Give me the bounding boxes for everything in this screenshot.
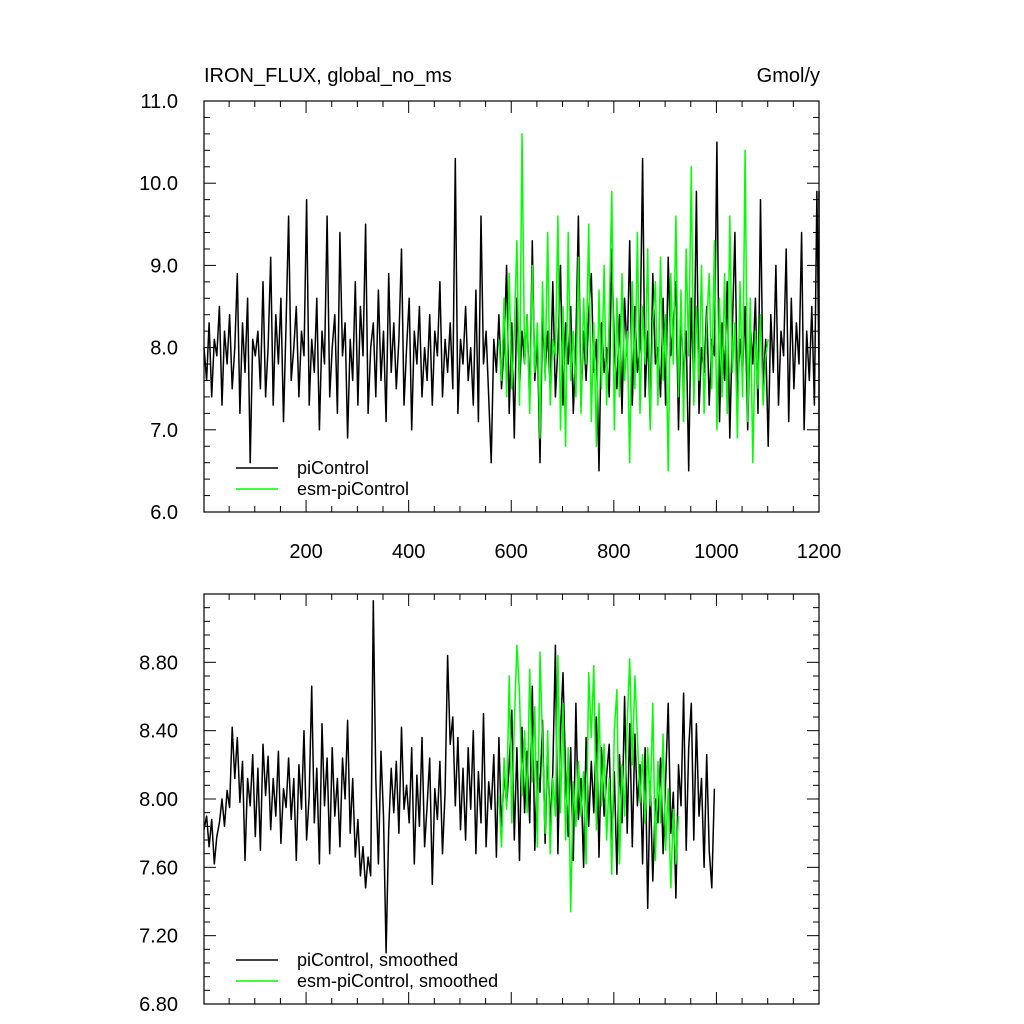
top-panel: 6.0 7.0 8.0 9.0 10.0 11.0 200 400 600 800 1000 1200…	[139, 91, 841, 563]
series-line-1	[498, 133, 769, 472]
x-tick-label: 400	[392, 541, 425, 563]
x-tick-label: 200	[289, 541, 322, 563]
series-line-0	[203, 600, 716, 954]
series-line-0	[203, 141, 820, 472]
y-tick-label: 8.40	[139, 721, 178, 743]
x-tick-label: 1000	[694, 541, 739, 563]
bottom-panel: 6.80 7.20 7.60 8.00 8.40 8.80 piControl, smoot…	[139, 593, 820, 1016]
y-tick-label: 8.80	[139, 652, 178, 674]
y-tick-label: 10.0	[139, 173, 178, 195]
legend-label: esm-piControl, smoothed	[297, 971, 498, 991]
y-tick-label: 7.20	[139, 926, 178, 948]
chart-title: IRON_FLUX, global_no_ms	[204, 65, 452, 87]
y-tick-label: 7.60	[139, 857, 178, 879]
units-label: Gmol/y	[757, 65, 820, 87]
y-tick-label: 8.0	[150, 338, 178, 360]
y-tick-label: 6.0	[150, 502, 178, 524]
x-tick-label: 800	[597, 541, 630, 563]
legend-label: esm-piControl	[297, 479, 409, 499]
legend-label: piControl	[297, 458, 369, 478]
legend-label: piControl, smoothed	[297, 950, 458, 970]
y-tick-label: 11.0	[141, 91, 178, 113]
series-line-1	[498, 644, 680, 913]
y-tick-label: 8.00	[139, 789, 178, 811]
x-tick-label: 600	[495, 541, 528, 563]
y-tick-label: 9.0	[150, 255, 178, 277]
x-tick-label: 1200	[797, 541, 842, 563]
y-tick-label: 7.0	[150, 420, 178, 442]
y-tick-label: 6.80	[139, 994, 178, 1016]
